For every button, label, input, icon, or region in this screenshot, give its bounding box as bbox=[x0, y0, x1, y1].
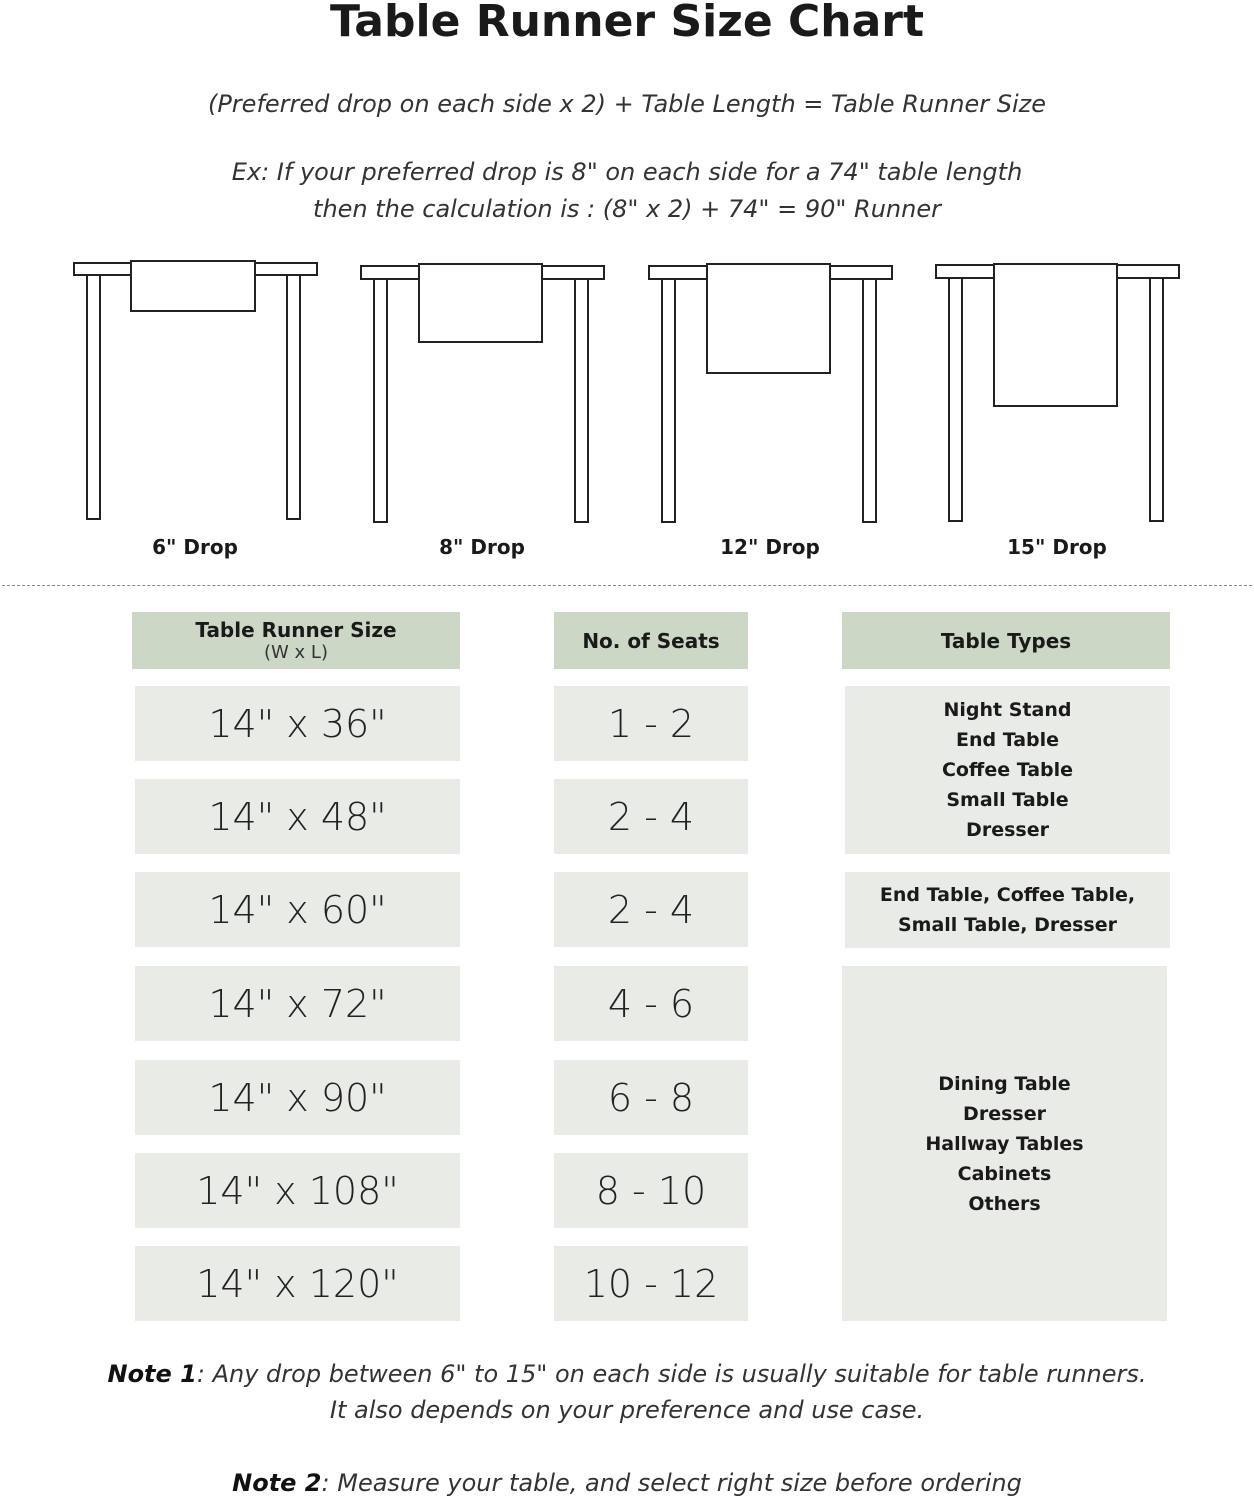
table-type: End Table, Coffee Table, bbox=[879, 884, 1136, 906]
size-cell: 14" x 120" bbox=[135, 1246, 460, 1321]
table-type: Others bbox=[968, 1192, 1041, 1215]
dashed-divider bbox=[2, 585, 1252, 586]
note-1: Note 1: Any drop between 6" to 15" on ea… bbox=[0, 1356, 1254, 1428]
seats-cell: 2 - 4 bbox=[554, 779, 748, 854]
drop-label: 15" Drop bbox=[1007, 535, 1107, 559]
note-1-line2: It also depends on your preference and u… bbox=[329, 1396, 925, 1424]
formula: (Preferred drop on each side x 2) + Tabl… bbox=[207, 90, 1047, 118]
seats-cell: 10 - 12 bbox=[554, 1246, 748, 1321]
size-cell: 14" x 36" bbox=[135, 686, 460, 761]
note-2-label: Note 2 bbox=[232, 1469, 322, 1497]
table-type: Night Stand bbox=[943, 699, 1072, 721]
runner-drop-6in bbox=[130, 260, 256, 312]
note-2: Note 2: Measure your table, and select r… bbox=[0, 1465, 1254, 1500]
table-type: Small Table, Dresser bbox=[897, 914, 1117, 936]
drop-diagrams bbox=[73, 260, 1180, 523]
table-types-group-1: Night Stand End Table Coffee Table Small… bbox=[845, 686, 1170, 854]
size-cell: 14" x 108" bbox=[135, 1153, 460, 1228]
size-cell: 14" x 72" bbox=[135, 966, 460, 1041]
table-types-group-3: Dining Table Dresser Hallway Tables Cabi… bbox=[842, 966, 1167, 1321]
size-cell: 14" x 60" bbox=[135, 872, 460, 947]
table-type: Hallway Tables bbox=[925, 1132, 1084, 1155]
header-size-sub: (W x L) bbox=[264, 642, 328, 663]
drop-label: 8" Drop bbox=[439, 535, 525, 559]
seats-cell: 2 - 4 bbox=[554, 872, 748, 947]
header-size: Table Runner Size (W x L) bbox=[132, 612, 460, 669]
runner-drop-8in bbox=[418, 263, 543, 343]
header-seats: No. of Seats bbox=[554, 612, 748, 669]
table-type: End Table bbox=[955, 729, 1060, 751]
example-line-1: Ex: If your preferred drop is 8" on each… bbox=[231, 158, 1023, 186]
page-title: Table Runner Size Chart bbox=[329, 0, 925, 47]
seats-cell: 4 - 6 bbox=[554, 966, 748, 1041]
table-type: Small Table bbox=[946, 789, 1069, 811]
size-cell: 14" x 90" bbox=[135, 1060, 460, 1135]
table-type: Cabinets bbox=[957, 1162, 1052, 1185]
note-1-label: Note 1 bbox=[107, 1360, 197, 1388]
table-type: Coffee Table bbox=[941, 759, 1074, 781]
example-line-2: then the calculation is : (8" x 2) + 74"… bbox=[313, 195, 941, 223]
table-diagram-8in bbox=[360, 263, 605, 523]
seats-cell: 1 - 2 bbox=[554, 686, 748, 761]
seats-cell: 6 - 8 bbox=[554, 1060, 748, 1135]
table-type: Dining Table bbox=[938, 1072, 1071, 1095]
table-types-group-2: End Table, Coffee Table, Small Table, Dr… bbox=[845, 872, 1170, 948]
note-1-text: : Any drop between 6" to 15" on each sid… bbox=[196, 1360, 1147, 1388]
table-diagram-15in bbox=[935, 263, 1180, 522]
note-2-text: : Measure your table, and select right s… bbox=[321, 1469, 1022, 1497]
table-diagram-12in bbox=[648, 263, 893, 523]
table-type: Dresser bbox=[963, 1102, 1046, 1125]
table-type: Dresser bbox=[966, 819, 1049, 841]
header-types: Table Types bbox=[842, 612, 1170, 669]
drop-label: 6" Drop bbox=[152, 535, 238, 559]
seats-cell: 8 - 10 bbox=[554, 1153, 748, 1228]
runner-drop-15in bbox=[993, 263, 1118, 407]
runner-drop-12in bbox=[706, 263, 831, 374]
header-size-label: Table Runner Size bbox=[195, 618, 397, 642]
table-diagram-6in bbox=[73, 260, 318, 520]
drop-label: 12" Drop bbox=[720, 535, 820, 559]
size-cell: 14" x 48" bbox=[135, 779, 460, 854]
